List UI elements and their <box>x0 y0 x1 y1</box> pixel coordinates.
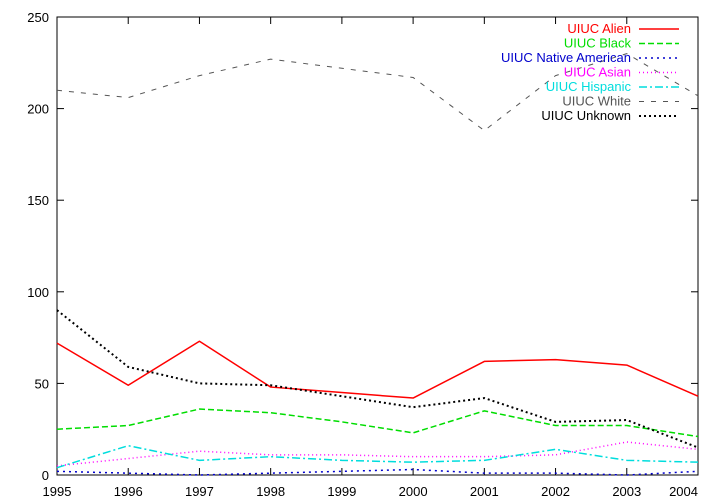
legend-label: UIUC White <box>562 94 631 109</box>
legend-label: UIUC Hispanic <box>546 79 632 94</box>
series-line-uiuc-black <box>56 408 699 438</box>
y-tick-label: 0 <box>42 468 49 483</box>
legend-label: UIUC Alien <box>567 21 631 36</box>
series-line-uiuc-hispanic <box>56 444 699 469</box>
legend-label: UIUC Asian <box>564 65 631 80</box>
x-tick-label: 1996 <box>114 484 143 499</box>
x-tick-label: 2000 <box>399 484 428 499</box>
y-tick-label: 200 <box>27 102 49 117</box>
y-tick-label: 100 <box>27 285 49 300</box>
plot-frame <box>56 16 699 476</box>
series-line-uiuc-native-american <box>56 468 699 476</box>
x-tick-label: 1999 <box>327 484 356 499</box>
series-line-uiuc-unknown <box>56 309 699 449</box>
legend-label: UIUC Unknown <box>541 108 631 123</box>
y-tick-label: 50 <box>35 376 49 391</box>
y-tick-label: 250 <box>27 10 49 25</box>
series-line-uiuc-white <box>56 53 699 132</box>
x-tick-label: 2004 <box>669 484 698 499</box>
series-line-uiuc-alien <box>56 340 699 399</box>
y-tick-label: 150 <box>27 193 49 208</box>
x-tick-label: 2001 <box>470 484 499 499</box>
x-tick-label: 1997 <box>185 484 214 499</box>
x-tick-label: 2003 <box>612 484 641 499</box>
x-tick-label: 2002 <box>541 484 570 499</box>
series-line-uiuc-asian <box>56 441 699 467</box>
legend-label: UIUC Black <box>564 36 632 51</box>
x-tick-label: 1998 <box>256 484 285 499</box>
x-tick-label: 1995 <box>43 484 72 499</box>
legend-label: UIUC Native American <box>501 50 631 65</box>
